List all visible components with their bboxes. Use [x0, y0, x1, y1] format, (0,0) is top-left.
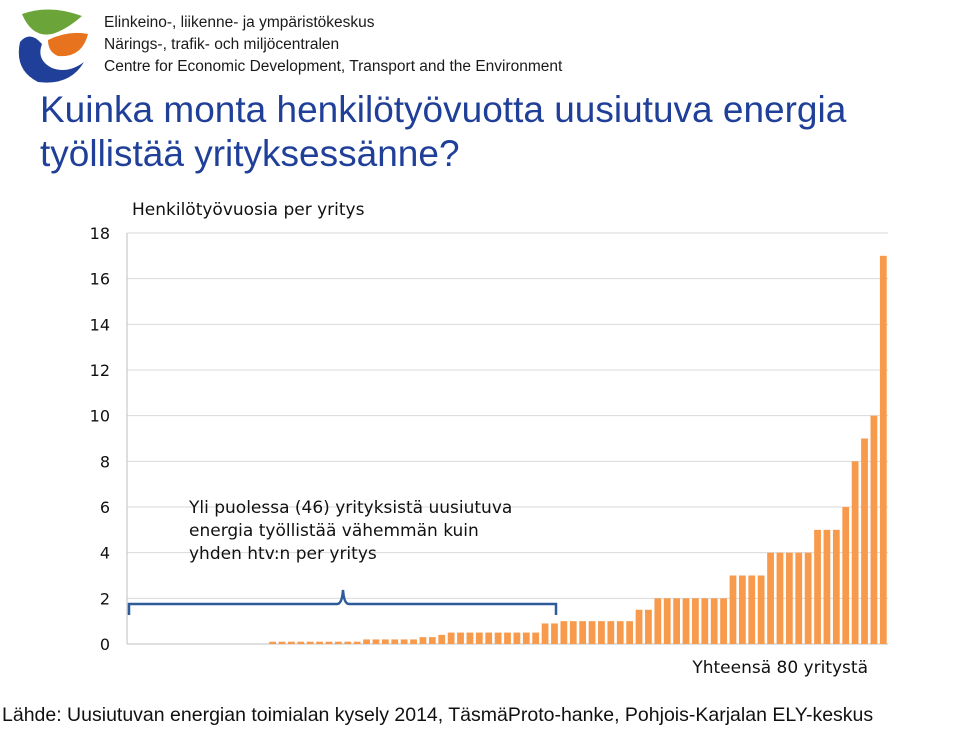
y-tick-label: 6	[100, 498, 110, 517]
bar	[663, 598, 671, 644]
bar	[400, 639, 408, 644]
bar	[288, 641, 295, 644]
slide-title-line-2: työllistää yrityksessänne?	[40, 133, 460, 174]
bar	[297, 641, 305, 644]
bar	[832, 529, 840, 644]
bar	[870, 415, 878, 644]
bar	[795, 552, 803, 644]
bar	[842, 507, 850, 644]
bar	[804, 552, 812, 644]
bar	[710, 598, 718, 644]
bar	[654, 598, 662, 644]
bar	[588, 621, 596, 644]
bar	[363, 639, 370, 644]
bar	[645, 609, 652, 644]
bar	[278, 641, 286, 644]
organization-name: Elinkeino-, liikenne- ja ympäristökeskus…	[104, 12, 562, 78]
bar	[879, 255, 887, 645]
bar	[372, 639, 380, 644]
bar	[335, 641, 342, 644]
bar	[701, 598, 709, 644]
bar	[353, 641, 361, 644]
bar	[316, 641, 323, 644]
org-name-fi: Elinkeino-, liikenne- ja ympäristökeskus	[104, 14, 375, 31]
bar	[757, 575, 765, 644]
y-tick-label: 10	[90, 407, 110, 426]
annotation-brace	[127, 589, 558, 615]
bar	[776, 552, 784, 644]
bar	[522, 632, 530, 644]
bar	[579, 621, 587, 644]
bar	[419, 637, 427, 644]
bar	[485, 632, 493, 644]
y-tick-label: 18	[90, 224, 110, 243]
bar	[532, 632, 540, 644]
y-tick-label: 8	[100, 452, 110, 471]
bar	[457, 632, 464, 644]
bar	[466, 632, 474, 644]
bar	[551, 623, 558, 644]
bar	[381, 639, 389, 644]
bar	[861, 438, 868, 644]
bar	[504, 632, 511, 644]
chart-title: Henkilötyövuosia per yritys	[132, 200, 365, 220]
y-tick-label: 12	[90, 361, 110, 380]
bar	[494, 632, 502, 644]
annotation-text: Yli puolessa (46) yrityksistä uusiutuva e…	[188, 498, 512, 564]
bar	[325, 641, 333, 644]
bar	[682, 598, 690, 644]
bar	[785, 552, 793, 644]
slide-title: Kuinka monta henkilötyövuotta uusiutuva …	[40, 88, 940, 176]
bar	[438, 634, 446, 644]
bar	[692, 598, 699, 644]
bar	[851, 461, 859, 644]
bar	[475, 632, 483, 644]
bar	[748, 575, 756, 644]
bar	[391, 639, 399, 644]
bar	[738, 575, 746, 644]
bar	[673, 598, 680, 644]
bar	[767, 552, 774, 644]
source-note: Lähde: Uusiutuvan energian toimialan kys…	[2, 704, 874, 726]
y-tick-label: 14	[90, 315, 110, 334]
bar-chart: 0 2 4 6 8 10 12 14 16 18 Henkilötyövuosia per yrit…	[90, 200, 888, 678]
bar	[814, 529, 821, 644]
bar	[729, 575, 737, 644]
bar	[541, 623, 549, 644]
slide-title-line-1: Kuinka monta henkilötyövuotta uusiutuva …	[40, 89, 847, 130]
bar	[607, 621, 615, 644]
y-tick-label: 16	[90, 270, 110, 289]
total-note: Yhteensä 80 yritystä	[691, 658, 868, 678]
y-tick-label: 2	[100, 589, 110, 608]
org-name-en: Centre for Economic Development, Transpo…	[104, 58, 563, 75]
y-tick-label: 4	[100, 544, 110, 563]
bar	[560, 621, 568, 644]
bar	[720, 598, 727, 644]
bar	[428, 637, 436, 644]
bar	[513, 632, 521, 644]
bar	[626, 621, 634, 644]
y-tick-label: 0	[100, 635, 110, 654]
bar	[616, 621, 624, 644]
org-name-sv: Närings-, trafik- och miljöcentralen	[104, 36, 340, 53]
bar	[823, 529, 831, 644]
ely-logo-icon	[18, 9, 88, 83]
bar	[410, 639, 417, 644]
bar	[344, 641, 352, 644]
bar	[598, 621, 605, 644]
bar	[269, 641, 277, 644]
bar	[306, 641, 314, 644]
bar	[447, 632, 455, 644]
bar	[635, 609, 643, 644]
bar	[569, 621, 577, 644]
